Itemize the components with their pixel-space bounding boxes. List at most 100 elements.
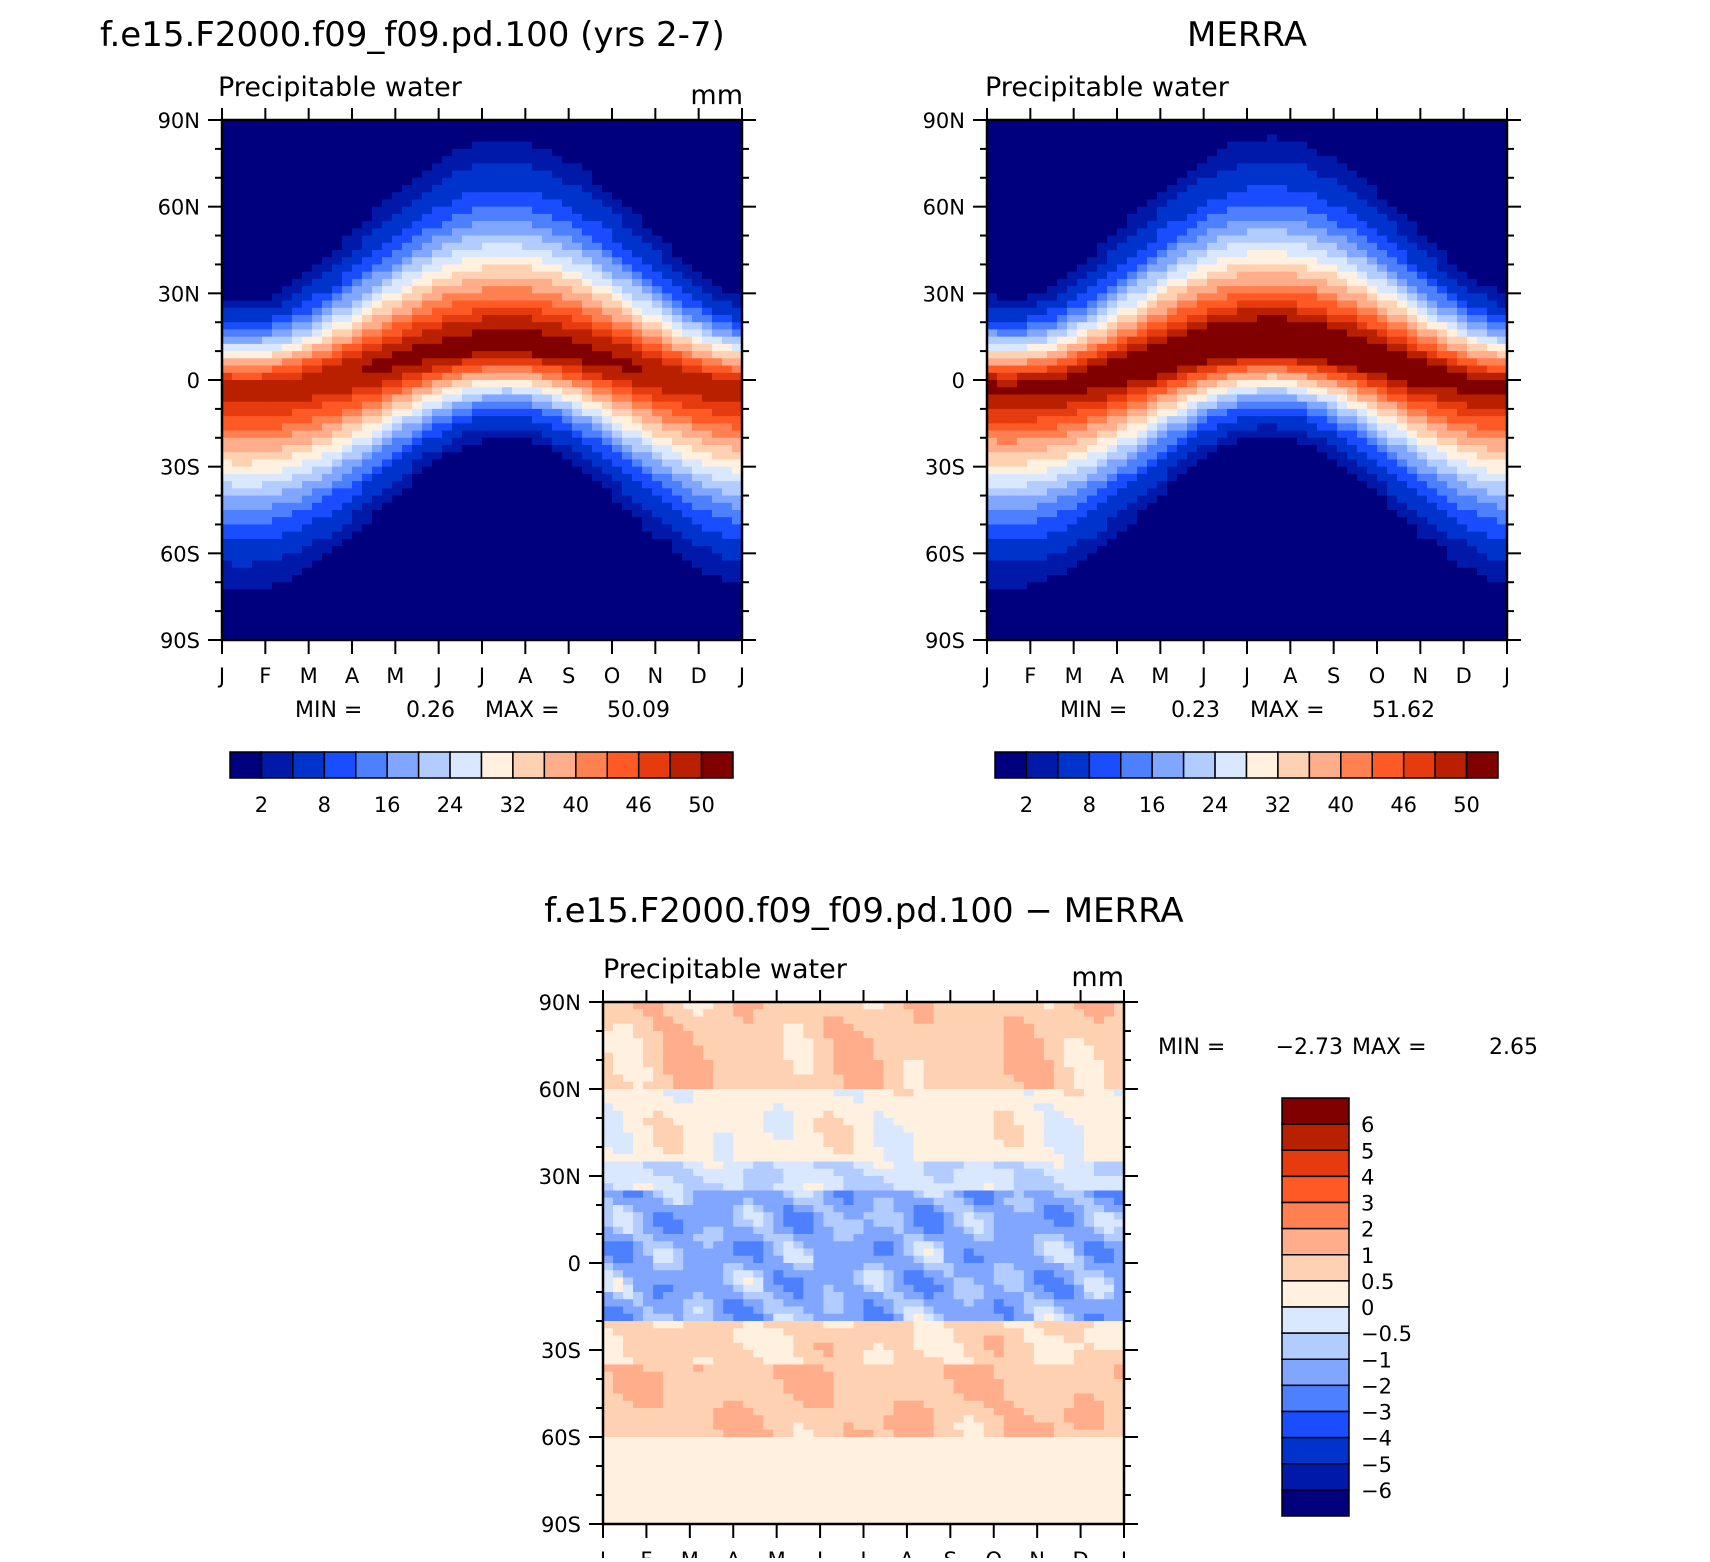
panel1-cell: [302, 582, 313, 590]
panel1-cell: [342, 351, 353, 359]
panel1-cell: [702, 380, 713, 388]
panel1-cell: [562, 272, 573, 280]
panel2-cell: [1087, 250, 1098, 258]
panel1-cell: [422, 207, 433, 215]
panel1-cell: [232, 286, 243, 294]
panel1-cell: [582, 546, 593, 554]
panel1-cell: [252, 532, 263, 540]
panel1-cell: [672, 611, 683, 619]
panel1-cell: [292, 142, 303, 150]
panel1-cell: [302, 474, 313, 482]
panel2-cell: [1357, 163, 1368, 171]
panel2-cell: [1457, 156, 1468, 164]
panel2-cell: [1127, 134, 1138, 142]
panel1-cell: [622, 517, 633, 525]
panel1-cell: [512, 322, 523, 330]
panel1-cell: [422, 264, 433, 272]
panel1-cell: [452, 127, 463, 135]
panel1-cell: [412, 366, 423, 374]
panel1-cell: [252, 431, 263, 439]
panel1-cell: [472, 496, 483, 504]
panel2-cell: [1377, 171, 1388, 179]
panel1-cell: [582, 308, 593, 316]
panel2-cell: [1047, 156, 1058, 164]
panel1-cell: [482, 546, 493, 554]
panel1-cell: [372, 315, 383, 323]
panel1-cell: [392, 380, 403, 388]
panel2-cell: [1137, 163, 1148, 171]
panel1-cell: [362, 373, 373, 381]
panel1-cell: [222, 402, 233, 410]
panel1-cell: [322, 351, 333, 359]
panel1-cell: [512, 553, 523, 561]
panel1-cell: [412, 344, 423, 352]
panel1-cell: [712, 250, 723, 258]
panel1-cell: [562, 431, 573, 439]
panel1-cell: [652, 214, 663, 222]
panel1-cell: [282, 467, 293, 475]
panel1-cell: [422, 445, 433, 453]
panel1-cell: [412, 279, 423, 287]
panel2-cell: [997, 142, 1008, 150]
panel1-cell: [662, 228, 673, 236]
panel2-cell: [1287, 207, 1298, 215]
panel1-cell: [682, 344, 693, 352]
panel1-cell: [282, 452, 293, 460]
panel1-cell: [592, 228, 603, 236]
panel2-cell: [1107, 142, 1118, 150]
panel1-cell: [622, 373, 633, 381]
panel1-cell: [352, 467, 363, 475]
panel1-cell: [642, 481, 653, 489]
panel1-cell: [692, 597, 703, 605]
panel1-cell: [642, 597, 653, 605]
panel2-cell: [1157, 156, 1168, 164]
panel2-cell: [987, 142, 998, 150]
panel1-cell: [722, 611, 733, 619]
panel1-cell: [592, 496, 603, 504]
panel2-cell: [1307, 134, 1318, 142]
panel2-cell: [1067, 236, 1078, 244]
panel1-cell: [602, 344, 613, 352]
panel2-cell: [1007, 149, 1018, 157]
panel1-cell: [482, 308, 493, 316]
panel1-cell: [632, 134, 643, 142]
panel1-cell: [512, 467, 523, 475]
panel1-cell: [642, 373, 653, 381]
panel2-cell: [1157, 127, 1168, 135]
panel1-cell: [672, 604, 683, 612]
panel1-cell: [542, 228, 553, 236]
panel1-cell: [542, 329, 553, 337]
panel1-cell: [502, 286, 513, 294]
panel1-cell: [292, 510, 303, 518]
panel1-cell: [722, 553, 733, 561]
panel1-cell: [372, 438, 383, 446]
panel1-cell: [362, 358, 373, 366]
panel2-cell: [1077, 214, 1088, 222]
panel1-cell: [242, 149, 253, 157]
panel1-cell: [722, 402, 733, 410]
panel1-cell: [482, 257, 493, 265]
panel1-cell: [552, 517, 563, 525]
panel1-cell: [362, 344, 373, 352]
panel1-cell: [362, 185, 373, 193]
panel1-cell: [302, 142, 313, 150]
panel1-cell: [422, 532, 433, 540]
panel1-month-label: A: [518, 664, 533, 688]
panel2-cell: [1437, 185, 1448, 193]
panel1-cell: [512, 142, 523, 150]
panel1-cell: [282, 510, 293, 518]
panel1-cell: [612, 373, 623, 381]
panel1-cell: [512, 250, 523, 258]
panel1-cell: [542, 604, 553, 612]
panel1-cell: [712, 344, 723, 352]
panel1-cell: [582, 582, 593, 590]
panel2-cell: [1437, 214, 1448, 222]
panel1-cell: [502, 431, 513, 439]
panel1-cell: [422, 582, 433, 590]
panel1-cell: [302, 618, 313, 626]
panel1-cell: [522, 308, 533, 316]
panel1-cell: [712, 539, 723, 547]
panel1-cell: [352, 142, 363, 150]
panel1-cell: [642, 445, 653, 453]
panel1-cell: [292, 431, 303, 439]
